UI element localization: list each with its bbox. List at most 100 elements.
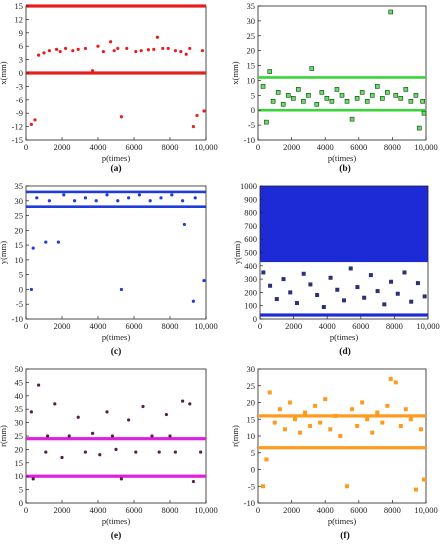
y-tick-label: -10 [244, 135, 255, 145]
data-point [157, 450, 161, 454]
data-point [296, 87, 301, 92]
x-tick-label: 8000 [384, 505, 401, 515]
y-tick-label: 10 [15, 471, 24, 481]
x-tick-label: 8000 [162, 321, 179, 331]
data-point [191, 299, 195, 303]
data-point [200, 49, 204, 53]
data-point [152, 47, 156, 51]
y-axis-label: y(mm) [0, 241, 8, 264]
x-tick-label: 6000 [126, 505, 143, 515]
panel-caption: (f) [340, 530, 350, 541]
data-point [47, 199, 52, 203]
x-tick-label: 2000 [283, 505, 300, 515]
y-tick-label: 30 [247, 16, 256, 26]
y-tick-label: 400 [244, 261, 257, 271]
data-point [83, 196, 87, 200]
data-point [91, 69, 95, 73]
x-axis-label: p(times) [328, 153, 356, 163]
y-tick-label: 30 [15, 418, 24, 428]
data-point [261, 484, 266, 489]
data-point [422, 294, 427, 299]
data-point [409, 299, 414, 304]
filled-region [260, 186, 428, 261]
reference-band [26, 205, 206, 208]
data-point [415, 281, 420, 286]
x-tick-label: 10,000 [194, 142, 217, 152]
data-point [421, 110, 427, 116]
data-point [281, 277, 286, 282]
data-point [195, 113, 199, 118]
data-point [309, 66, 315, 71]
x-tick-label: 10,000 [414, 142, 437, 152]
data-point [64, 46, 68, 51]
data-point [202, 278, 206, 283]
data-point [422, 477, 426, 482]
data-point [364, 98, 370, 104]
data-point [292, 417, 297, 422]
data-point [321, 305, 326, 310]
data-point [159, 196, 163, 200]
y-tick-label: 20 [247, 46, 256, 56]
data-point [318, 420, 323, 425]
y-tick-label: 0 [19, 68, 23, 78]
y-tick-label: 0 [19, 498, 23, 508]
x-tick-label: 6000 [126, 321, 143, 331]
data-point [380, 420, 385, 425]
data-point [333, 413, 338, 418]
data-point [382, 302, 387, 307]
x-tick-label: 4000 [90, 505, 107, 515]
x-tick-label: 8000 [162, 142, 179, 152]
data-point [413, 487, 418, 492]
data-point [137, 193, 141, 197]
y-axis-label: x(mm) [0, 61, 8, 84]
data-point [324, 96, 330, 101]
data-point [402, 270, 407, 275]
data-point [146, 48, 150, 52]
data-point [105, 410, 109, 414]
y-tick-label: 800 [244, 208, 257, 218]
reference-band [26, 4, 206, 8]
x-tick-label: 2000 [54, 321, 71, 331]
chart-panel-b: 0 2000 4000 6000 8000 10,000 -10 -5 0 5 10 15 20 25 30… [230, 1, 438, 174]
y-tick-label: 700 [244, 221, 257, 231]
data-point [119, 477, 123, 481]
data-point [301, 271, 306, 276]
x-tick-label: 10,000 [194, 321, 217, 331]
y-tick-label: 0 [251, 105, 255, 115]
data-point [67, 434, 71, 438]
data-point [328, 275, 333, 280]
x-axis-label: p(times) [330, 332, 358, 342]
data-point [260, 84, 266, 89]
data-point [323, 397, 328, 402]
data-point [173, 450, 177, 454]
data-point [385, 90, 390, 95]
data-point [345, 484, 350, 489]
data-point [398, 423, 403, 428]
data-point [191, 479, 195, 484]
y-tick-label: 30 [247, 364, 256, 374]
data-point [170, 193, 174, 197]
y-tick-label: 25 [15, 211, 24, 221]
data-point [298, 430, 302, 435]
data-point [164, 412, 168, 417]
data-point [71, 49, 75, 53]
data-point [29, 287, 33, 292]
data-point [277, 407, 282, 412]
data-point [141, 404, 145, 409]
x-tick-label: 6000 [352, 321, 369, 331]
x-axis-label: p(times) [102, 516, 130, 526]
data-point [403, 407, 408, 412]
data-point [388, 9, 394, 15]
y-tick-label: -10 [12, 314, 23, 324]
data-point [313, 403, 318, 408]
reference-band [26, 190, 206, 194]
y-tick-label: 15 [15, 1, 24, 11]
data-point [33, 118, 37, 122]
x-tick-label: 4000 [317, 142, 334, 152]
data-point [264, 457, 269, 462]
x-tick-label: 6000 [350, 142, 367, 152]
data-point [285, 93, 291, 98]
y-tick-label: 0 [253, 314, 257, 324]
y-tick-label: 20 [15, 444, 24, 454]
data-point [148, 199, 152, 203]
